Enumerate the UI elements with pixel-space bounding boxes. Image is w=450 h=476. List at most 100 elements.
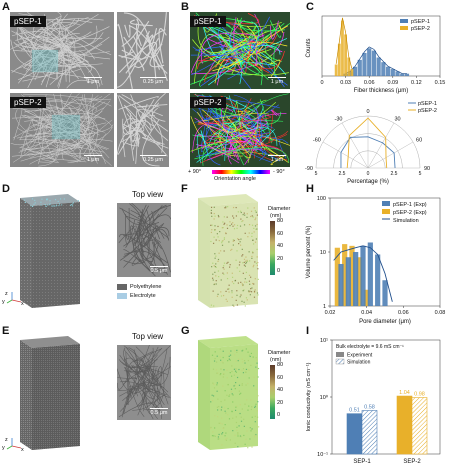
pore-voxel	[251, 287, 253, 289]
fiber-strand	[119, 207, 169, 239]
pore-voxel	[237, 360, 239, 362]
pore-voxel	[243, 289, 245, 291]
fiber-strand	[131, 235, 154, 274]
pore-voxel	[233, 228, 236, 230]
pore-voxel	[236, 250, 238, 252]
pore-voxel	[257, 401, 259, 403]
electrolyte-voxel	[63, 198, 65, 200]
pore-voxel	[240, 211, 242, 214]
pore-voxel	[232, 206, 235, 209]
sem-image-psep1-wide	[10, 12, 114, 89]
pore-voxel	[212, 273, 214, 275]
fiber-strand	[47, 102, 80, 155]
fiber-strand	[12, 127, 113, 157]
pore-voxel	[232, 417, 234, 419]
axis-x-label: x	[21, 447, 24, 453]
pore-voxel	[254, 405, 257, 407]
diameter-tick-label: 60	[277, 230, 284, 237]
pore-voxel	[243, 301, 245, 303]
pore-voxel	[248, 369, 251, 371]
fiber-strand	[47, 93, 62, 126]
electrolyte-voxel	[56, 204, 58, 206]
pore-voxel	[227, 383, 229, 386]
pore-voxel	[219, 374, 221, 376]
pore-voxel	[250, 215, 252, 218]
pore-voxel	[257, 278, 259, 280]
oriented-fiber	[269, 20, 281, 38]
pore-voxel	[220, 359, 222, 361]
orientation-colorbar	[212, 170, 270, 174]
electrolyte-voxel	[58, 205, 60, 207]
pore-voxel	[214, 415, 216, 417]
pore-voxel	[224, 390, 226, 392]
pore-voxel	[217, 276, 220, 278]
3d-reconstruction-psep1	[20, 194, 80, 308]
legend-label: pSEP-1	[418, 101, 437, 107]
pore-voxel	[243, 261, 245, 263]
pore-voxel	[249, 355, 251, 358]
pore-voxel	[213, 218, 215, 220]
pore-voxel	[216, 355, 218, 357]
pore-voxel	[232, 222, 234, 224]
pore-voxel	[242, 290, 244, 292]
fiber-strand	[77, 111, 103, 135]
pore-voxel	[221, 361, 223, 363]
pore-voxel	[222, 294, 225, 297]
pore-voxel	[216, 233, 218, 235]
electrolyte-voxel	[70, 204, 72, 206]
fiber-strand	[129, 123, 141, 141]
oriented-fiber	[241, 26, 256, 75]
pore-voxel	[234, 388, 236, 390]
fiber-strand	[11, 31, 70, 83]
pore-voxel	[228, 241, 230, 243]
pore-voxel	[228, 355, 230, 357]
histogram-bar	[367, 48, 372, 76]
legend-label: pSEP-1 (Exp)	[393, 202, 427, 208]
panel-label-d: D	[2, 183, 10, 195]
fiber-strand	[18, 147, 91, 162]
pore-voxel	[235, 416, 237, 418]
pore-voxel	[222, 427, 224, 430]
fiber-strand	[123, 36, 145, 71]
oriented-fiber	[190, 39, 283, 73]
electrolyte-voxel	[47, 198, 49, 200]
pore-voxel	[223, 223, 225, 225]
pore-voxel	[242, 284, 244, 287]
pore-voxel	[221, 244, 224, 246]
fiber-strand	[130, 94, 161, 145]
pore-voxel	[248, 354, 251, 356]
pore-voxel	[242, 372, 245, 374]
fiber-strand	[148, 385, 165, 395]
pore-voxel	[224, 222, 226, 224]
conductivity-bar	[346, 413, 363, 455]
pore-voxel	[253, 227, 255, 229]
pore-voxel	[218, 239, 220, 242]
pore-voxel	[245, 256, 247, 258]
pore-voxel	[250, 210, 253, 212]
pore-voxel	[237, 432, 239, 434]
electrolyte-voxel	[77, 200, 79, 202]
angle-tick-label: -30	[335, 117, 343, 123]
pore-voxel	[215, 361, 218, 363]
pore-voxel	[227, 261, 229, 263]
pore-voxel	[238, 264, 241, 266]
pore-voxel	[254, 406, 256, 409]
angle-tick-label: 0	[366, 109, 369, 115]
histogram-bar	[390, 69, 395, 76]
fiber-strand	[20, 43, 59, 79]
pore-voxel	[234, 384, 236, 386]
pore-voxel	[210, 304, 213, 306]
pore-voxel	[236, 290, 238, 292]
fiber-strand	[36, 124, 114, 138]
pore-voxel	[228, 394, 231, 396]
fiber-strand	[121, 50, 135, 59]
pore-voxel	[256, 264, 259, 266]
pore-voxel	[212, 395, 215, 397]
diameter-unit: (nm)	[270, 213, 282, 219]
pore-voxel	[218, 438, 220, 440]
fiber-strand	[123, 349, 150, 377]
y-axis-label: Ionic conductivity (mS cm⁻¹)	[306, 362, 312, 431]
electrolyte-voxel	[49, 203, 51, 205]
orientation-right-label: - 90°	[273, 169, 285, 175]
